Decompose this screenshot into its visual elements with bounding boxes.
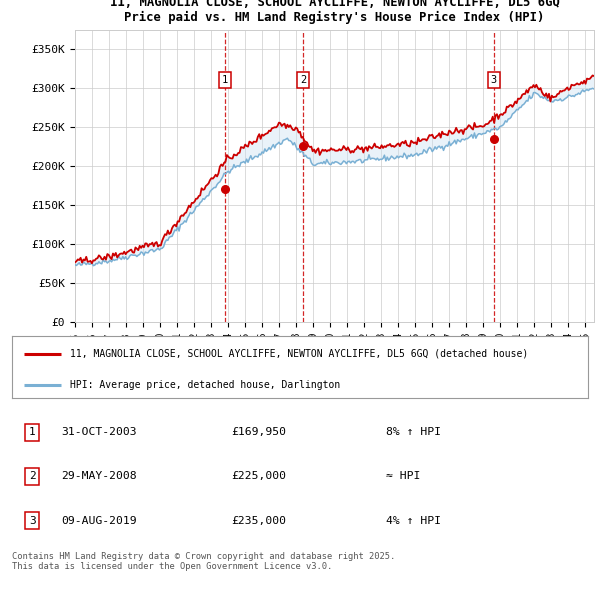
Text: 09-AUG-2019: 09-AUG-2019 [61,516,137,526]
Text: 1: 1 [222,75,229,85]
Text: 2: 2 [300,75,307,85]
Text: 31-OCT-2003: 31-OCT-2003 [61,427,137,437]
Text: HPI: Average price, detached house, Darlington: HPI: Average price, detached house, Darl… [70,379,340,389]
Text: 2: 2 [29,471,35,481]
Text: 3: 3 [29,516,35,526]
Text: 8% ↑ HPI: 8% ↑ HPI [386,427,442,437]
Title: 11, MAGNOLIA CLOSE, SCHOOL AYCLIFFE, NEWTON AYCLIFFE, DL5 6GQ
Price paid vs. HM : 11, MAGNOLIA CLOSE, SCHOOL AYCLIFFE, NEW… [110,0,559,24]
Text: 11, MAGNOLIA CLOSE, SCHOOL AYCLIFFE, NEWTON AYCLIFFE, DL5 6GQ (detached house): 11, MAGNOLIA CLOSE, SCHOOL AYCLIFFE, NEW… [70,349,528,359]
Text: 4% ↑ HPI: 4% ↑ HPI [386,516,442,526]
Text: £169,950: £169,950 [231,427,286,437]
Text: 29-MAY-2008: 29-MAY-2008 [61,471,137,481]
Text: £225,000: £225,000 [231,471,286,481]
Text: ≈ HPI: ≈ HPI [386,471,421,481]
Text: 1: 1 [29,427,35,437]
Text: £235,000: £235,000 [231,516,286,526]
Text: 3: 3 [490,75,497,85]
Text: Contains HM Land Registry data © Crown copyright and database right 2025.
This d: Contains HM Land Registry data © Crown c… [12,552,395,571]
